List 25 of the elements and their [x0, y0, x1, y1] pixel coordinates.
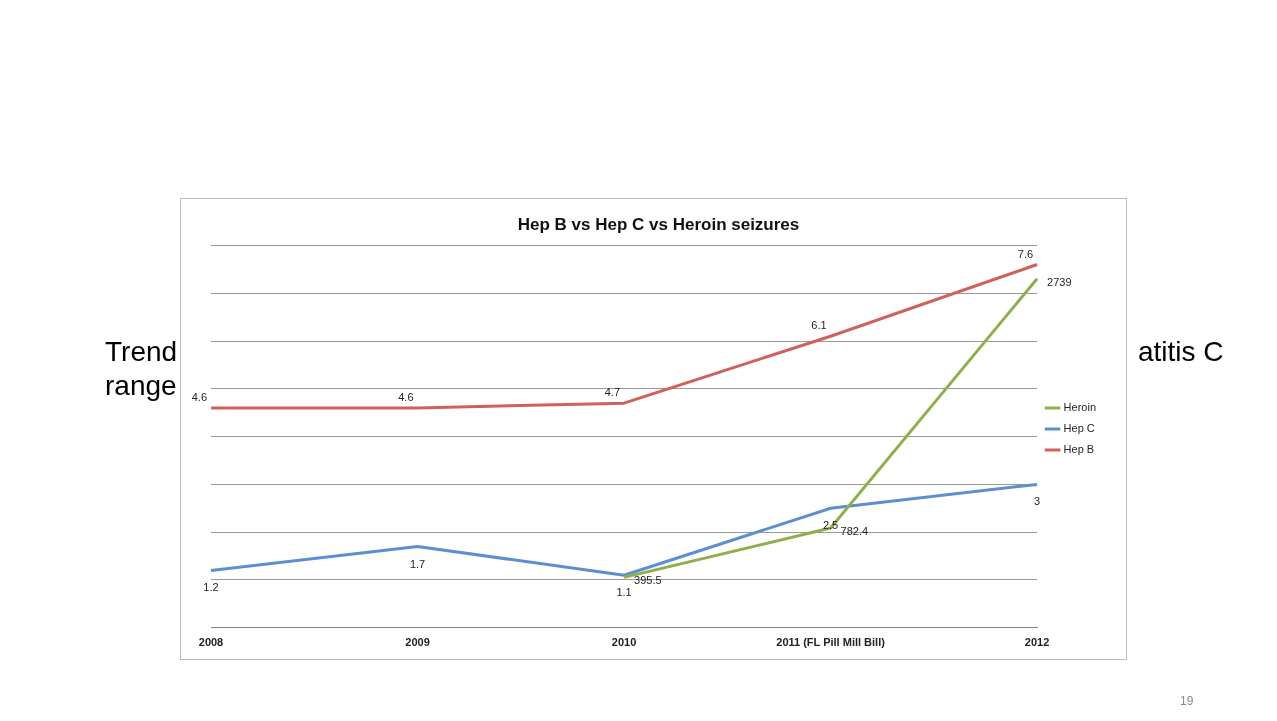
x-tick-label: 2011 (FL Pill Mill Bill)	[776, 636, 886, 649]
legend-label: Hep B	[1063, 443, 1095, 456]
x-tick-label: 2010	[611, 636, 637, 649]
data-label: 1.7	[409, 557, 426, 570]
chart-title: Hep B vs Hep C vs Heroin seizures	[517, 214, 800, 234]
data-label: 3	[1034, 495, 1041, 508]
data-label: 4.6	[398, 390, 414, 403]
text: 19	[1180, 694, 1194, 708]
data-label: 1.1	[616, 586, 632, 599]
x-tick-label: 2012	[1024, 636, 1050, 649]
data-label: 395.5	[634, 574, 662, 587]
text: atitis C	[1138, 336, 1224, 368]
text: range	[105, 370, 177, 402]
data-label: 2739	[1047, 275, 1072, 288]
x-tick-label: 2009	[405, 636, 430, 649]
text: Trend	[105, 336, 178, 368]
data-label: 4.6	[191, 390, 207, 403]
legend-label: Hep C	[1063, 422, 1095, 435]
data-label: 6.1	[811, 319, 827, 332]
x-tick-label: 2008	[198, 636, 224, 649]
data-label: 782.4	[840, 525, 869, 538]
data-label: 4.7	[604, 386, 621, 399]
data-label: 7.6	[1017, 247, 1034, 260]
legend-label: Heroin	[1063, 401, 1096, 414]
data-label: 1.2	[203, 581, 219, 594]
